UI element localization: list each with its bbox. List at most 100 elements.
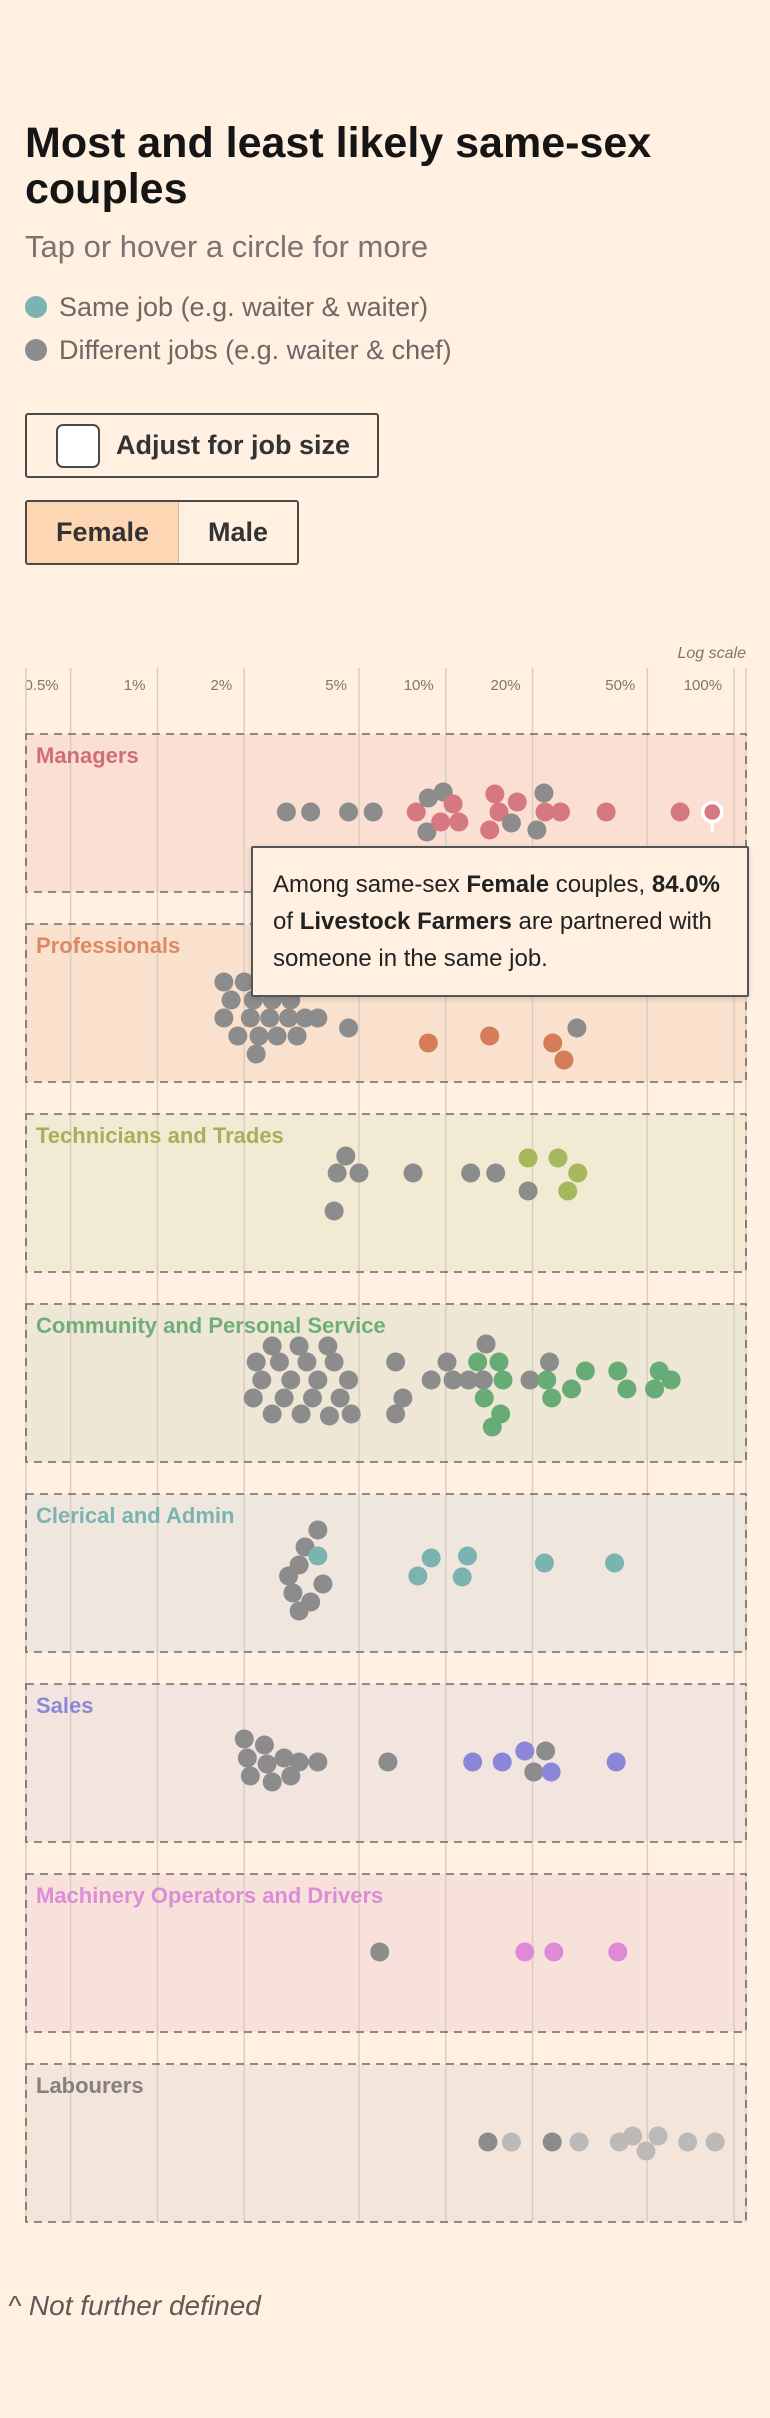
tooltip-of: of [273, 908, 300, 935]
data-point [254, 1735, 274, 1755]
data-point [249, 1026, 269, 1046]
group-label: Technicians and Trades [36, 1123, 284, 1148]
male-button[interactable]: Male [179, 502, 297, 563]
group-label: Managers [36, 743, 139, 768]
data-point [461, 1163, 481, 1183]
data-point [283, 1583, 303, 1603]
data-point [363, 802, 383, 822]
group-panel-border [25, 1493, 747, 1653]
female-button[interactable]: Female [27, 502, 179, 563]
data-point [489, 802, 509, 822]
data-point [341, 1404, 361, 1424]
data-point [257, 1754, 277, 1774]
x-tick-label: 20% [491, 677, 521, 694]
adjust-label: Adjust for job size [116, 430, 351, 460]
data-point [336, 1146, 356, 1166]
data-point [260, 1008, 280, 1028]
legend-label-same-job: Same job (e.g. waiter & waiter) [59, 291, 429, 322]
data-point [308, 1008, 328, 1028]
data-point [313, 1574, 333, 1594]
data-point [542, 1388, 562, 1408]
data-point [515, 1942, 535, 1962]
data-point [318, 1336, 338, 1356]
data-point [252, 1370, 272, 1390]
data-point [458, 1546, 478, 1566]
data-point [478, 2132, 498, 2152]
data-point [705, 2132, 725, 2152]
data-point [308, 1752, 328, 1772]
data-point [403, 1163, 423, 1183]
tooltip-suffix: are partnered with someone in the same j… [273, 908, 712, 972]
data-point [289, 1555, 309, 1575]
data-point [301, 802, 321, 822]
group-panel-border [25, 1303, 747, 1463]
data-point [214, 972, 234, 992]
data-point [480, 820, 500, 840]
data-point [234, 1729, 254, 1749]
group-label: Professionals [36, 933, 180, 958]
data-point [378, 1752, 398, 1772]
data-point [303, 1388, 323, 1408]
x-tick-label: 5% [325, 677, 347, 694]
data-point [308, 1546, 328, 1566]
data-point [291, 1404, 311, 1424]
data-point [408, 1566, 428, 1586]
data-point [661, 1370, 681, 1390]
data-point [228, 1026, 248, 1046]
data-point [452, 1567, 472, 1587]
data-point [468, 1352, 488, 1372]
data-point [443, 1370, 463, 1390]
data-point [297, 1352, 317, 1372]
data-point [237, 1748, 257, 1768]
adjust-checkbox[interactable] [56, 423, 100, 468]
data-point [543, 1033, 563, 1053]
data-point [623, 2126, 643, 2146]
tooltip: Among same-sex Female couples, 84.0% of … [251, 846, 749, 997]
data-point [301, 1592, 321, 1612]
data-point [485, 784, 505, 804]
data-point [418, 788, 438, 808]
data-point [537, 1370, 557, 1390]
chart-title: Most and least likely same-sex couples [25, 119, 652, 213]
data-point-highlighted [700, 800, 724, 824]
adjust-for-job-size-toggle[interactable]: Adjust for job size [25, 413, 379, 478]
legend-label-different-jobs: Different jobs (e.g. waiter & chef) [59, 334, 452, 365]
data-point [418, 1033, 438, 1053]
scale-label: Log scale [678, 645, 747, 662]
data-point [324, 1201, 344, 1221]
data-point [648, 2126, 668, 2146]
data-point [274, 1748, 294, 1768]
data-point [234, 972, 254, 992]
group-panel-4 [26, 1494, 746, 1652]
x-tick-label: 1% [124, 677, 146, 694]
data-point [515, 1741, 535, 1761]
tooltip-sex: Female [466, 871, 550, 898]
data-point [670, 802, 690, 822]
data-point [489, 1352, 509, 1372]
data-point [274, 1388, 294, 1408]
x-tick-label: 100% [684, 677, 722, 694]
data-point [507, 792, 527, 812]
group-label: Machinery Operators and Drivers [36, 1883, 383, 1908]
data-point [492, 1752, 512, 1772]
data-point [437, 1352, 457, 1372]
data-point [548, 1148, 568, 1168]
data-point [417, 822, 437, 842]
data-point [289, 1336, 309, 1356]
data-point [550, 802, 570, 822]
group-panel-border [25, 1873, 747, 2033]
data-point [486, 1163, 506, 1183]
data-point [524, 1762, 544, 1782]
data-point [243, 1388, 263, 1408]
data-point [406, 802, 426, 822]
data-point [493, 1370, 513, 1390]
data-point [463, 1752, 483, 1772]
data-point [287, 1026, 307, 1046]
data-point [240, 1766, 260, 1786]
data-point [281, 1766, 301, 1786]
data-point [540, 1352, 560, 1372]
tooltip-middle: couples, [549, 871, 646, 898]
data-point [214, 1008, 234, 1028]
group-panel-2 [26, 1114, 746, 1272]
data-point [645, 1379, 665, 1399]
